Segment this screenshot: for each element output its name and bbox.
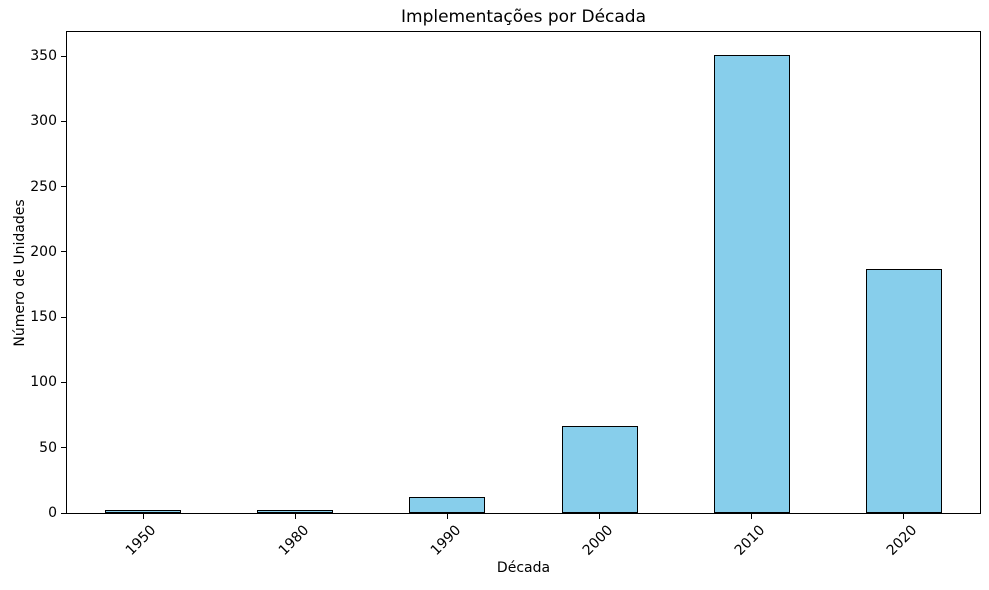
x-tick-label: 2000 — [579, 522, 617, 559]
chart-title: Implementações por Década — [401, 7, 646, 27]
y-tick-mark — [61, 316, 66, 318]
y-tick-mark — [61, 120, 66, 122]
y-tick-label: 250 — [30, 178, 57, 195]
x-tick-mark — [751, 514, 753, 519]
y-tick-mark — [61, 55, 66, 57]
y-tick-label: 300 — [30, 113, 57, 130]
x-axis-label: Década — [496, 560, 551, 576]
bar-1990 — [409, 497, 486, 513]
x-tick-label: 2010 — [731, 522, 769, 559]
y-tick-label: 100 — [30, 374, 57, 391]
y-tick-label: 350 — [30, 48, 57, 65]
x-tick-mark — [142, 514, 144, 519]
y-tick-mark — [61, 447, 66, 449]
x-tick-label: 1950 — [123, 522, 160, 559]
y-tick-label: 50 — [39, 439, 57, 456]
bar-1950 — [105, 510, 182, 513]
y-tick-label: 150 — [30, 309, 57, 326]
x-tick-label: 2020 — [884, 522, 921, 559]
bar-2000 — [561, 425, 638, 513]
y-tick-label: 200 — [30, 243, 57, 260]
y-tick-mark — [61, 512, 66, 514]
y-tick-mark — [61, 251, 66, 253]
y-axis-label: Número de Unidades — [12, 199, 28, 347]
y-tick-label: 0 — [48, 505, 57, 521]
x-tick-mark — [294, 514, 296, 519]
x-tick-mark — [903, 514, 905, 519]
bar-2010 — [713, 54, 790, 513]
y-tick-mark — [61, 381, 66, 383]
y-tick-mark — [61, 186, 66, 188]
plot-area — [66, 31, 981, 514]
x-tick-label: 1990 — [427, 522, 465, 559]
bar-2020 — [865, 268, 942, 513]
x-tick-label: 1980 — [275, 522, 312, 559]
x-tick-mark — [446, 514, 448, 519]
x-tick-mark — [599, 514, 601, 519]
bar-1980 — [257, 510, 334, 513]
